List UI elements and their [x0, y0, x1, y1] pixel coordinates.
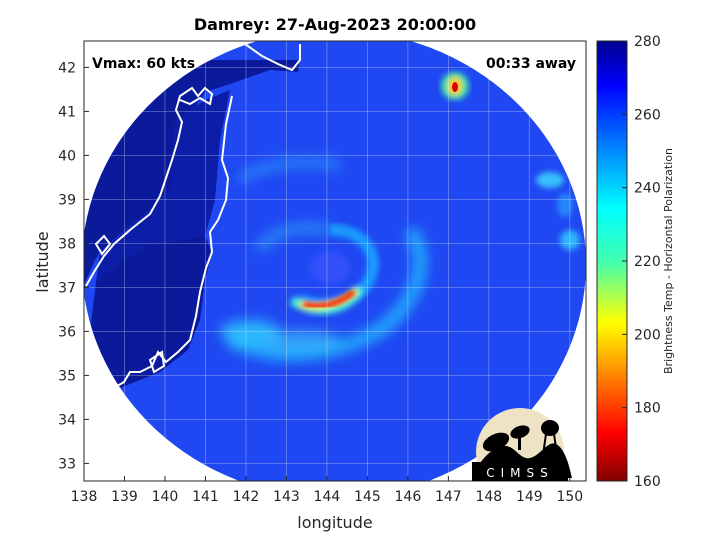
land-mass	[84, 60, 300, 396]
colorbar-tick-label: 220	[634, 254, 661, 270]
colorbar-label: Brightness Temp - Horizontal Polarizatio…	[662, 148, 675, 374]
x-tick-label: 143	[273, 489, 300, 505]
y-tick-label: 35	[58, 368, 76, 384]
x-tick-label: 138	[71, 489, 98, 505]
x-tick-label: 148	[475, 489, 502, 505]
y-tick-label: 38	[58, 236, 76, 252]
y-axis-label: latitude	[33, 231, 52, 292]
colorbar-ticks: 160 180 200 220 240 260 280	[622, 34, 661, 490]
colorbar-tick-label: 180	[634, 401, 661, 417]
coastline	[85, 43, 301, 397]
x-tick-label: 144	[314, 489, 341, 505]
x-tick-label: 139	[111, 489, 138, 505]
x-tick-label: 147	[435, 489, 462, 505]
x-tick-label: 142	[233, 489, 260, 505]
y-tick-label: 33	[58, 456, 76, 472]
vmax-annotation: Vmax: 60 kts	[92, 56, 195, 72]
x-tick-label: 146	[395, 489, 422, 505]
y-tick-label: 37	[58, 280, 76, 296]
x-tick-label: 150	[556, 489, 583, 505]
colorbar-tick-label: 280	[634, 34, 661, 50]
convective-cell	[452, 82, 458, 92]
y-tick-label: 34	[58, 412, 76, 428]
cimss-logo: CIMSS	[472, 408, 572, 481]
y-tick-label: 41	[58, 104, 76, 120]
x-tick-label: 149	[516, 489, 543, 505]
plot-frame	[83, 40, 587, 482]
colorbar-tick-label: 200	[634, 327, 661, 343]
colorbar-tick-label: 260	[634, 107, 661, 123]
x-axis-ticks: 138 139 140 141 142 143 144 145 146 147 148 149 150	[71, 476, 583, 505]
y-tick-label: 40	[58, 148, 76, 164]
x-axis-label: longitude	[297, 513, 372, 532]
colorbar-tick-label: 160	[634, 474, 661, 490]
y-axis-ticks: 33 34 35 36 37 38 39 40 41 42	[58, 60, 89, 472]
colorbar-tick-label: 240	[634, 181, 661, 197]
y-tick-label: 39	[58, 192, 76, 208]
chart-title: Damrey: 27-Aug-2023 20:00:00	[194, 15, 476, 34]
time-away-annotation: 00:33 away	[486, 56, 576, 72]
eyewall-core	[303, 290, 356, 309]
y-tick-label: 42	[58, 60, 76, 76]
x-tick-label: 145	[354, 489, 381, 505]
brightness-temp-swath	[84, 41, 586, 481]
y-tick-label: 36	[58, 324, 76, 340]
logo-text: CIMSS	[486, 466, 554, 480]
x-tick-label: 141	[192, 489, 219, 505]
x-tick-label: 140	[152, 489, 179, 505]
